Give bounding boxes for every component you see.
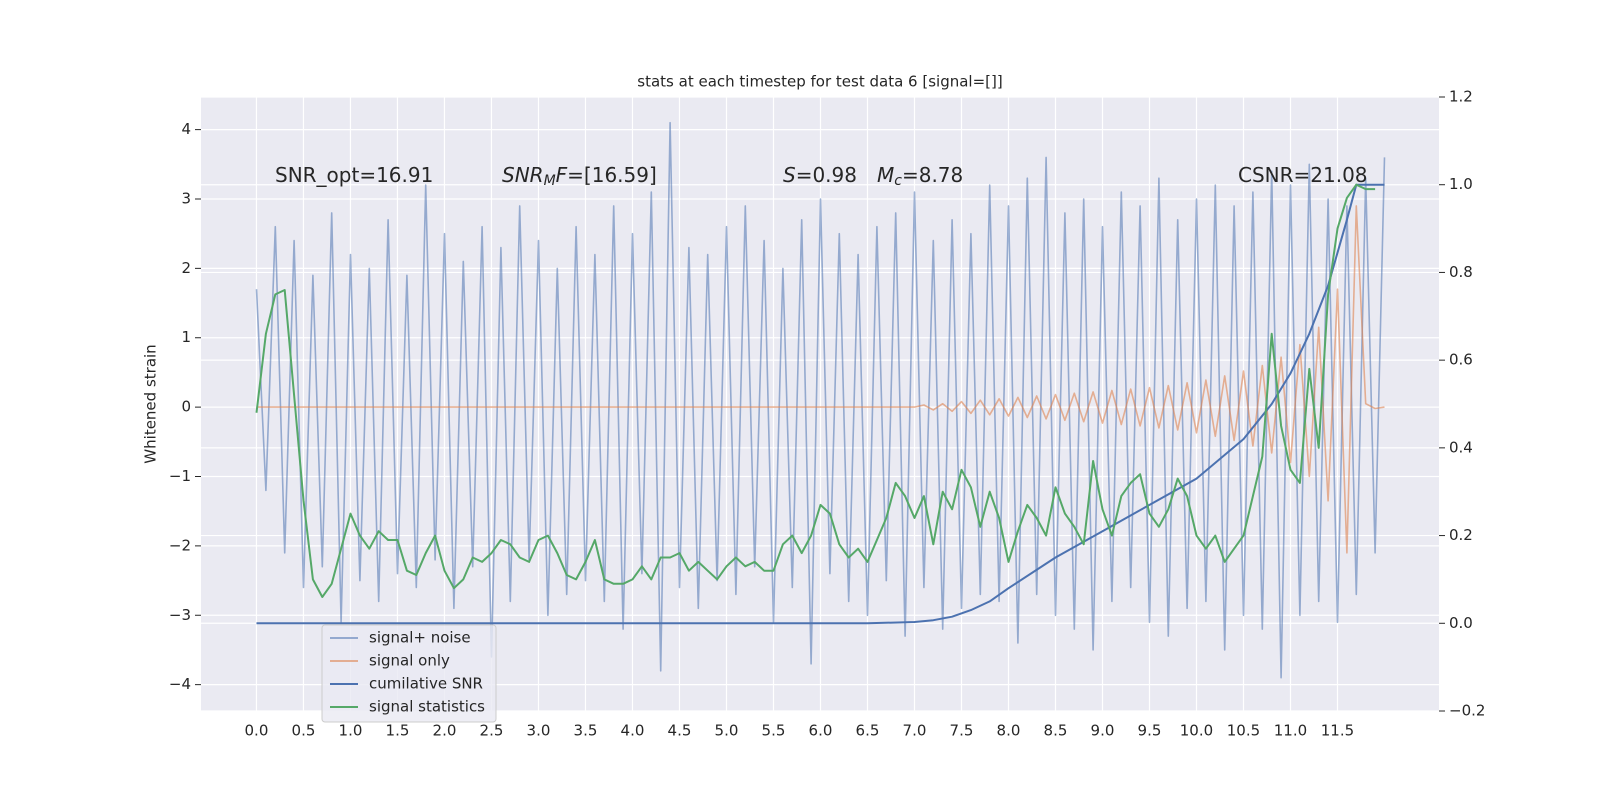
x-tick-label: 6.5 <box>856 722 880 740</box>
x-tick-label: 10.0 <box>1180 722 1213 740</box>
x-tick-label: 2.0 <box>433 722 457 740</box>
y2-tick-label: 0.4 <box>1449 438 1473 456</box>
y-tick-label: 1 <box>181 328 191 346</box>
annotation-part: =8.78 <box>902 163 963 187</box>
annotation-part: =0.98 <box>796 163 857 187</box>
y2-tick-label: 0.0 <box>1449 614 1473 632</box>
x-tick-label: 0.5 <box>292 722 316 740</box>
annotation: SNRMF=[16.59] <box>502 163 657 190</box>
annotation: S=0.98 <box>783 163 857 187</box>
x-tick-label: 3.5 <box>574 722 598 740</box>
x-tick-label: 11.0 <box>1274 722 1307 740</box>
x-tick-label: 3.0 <box>527 722 551 740</box>
y2-tick-label: 0.6 <box>1449 351 1473 369</box>
annotation-part: SNR <box>502 163 544 187</box>
x-tick-label: 7.5 <box>950 722 974 740</box>
chart-title: stats at each timestep for test data 6 [… <box>637 73 1002 91</box>
annotation: Mc=8.78 <box>877 163 963 190</box>
y-tick-label: 4 <box>181 120 191 138</box>
x-tick-label: 5.5 <box>762 722 786 740</box>
y2-tick-label: 0.8 <box>1449 263 1473 281</box>
x-tick-label: 4.0 <box>621 722 645 740</box>
y2-tick-label: 1.0 <box>1449 175 1473 193</box>
x-tick-label: 0.0 <box>245 722 269 740</box>
legend-label: signal+ noise <box>369 629 471 647</box>
series-line <box>256 205 1385 554</box>
annotation: CSNR=21.08 <box>1238 163 1368 187</box>
annotations: SNR_opt=16.91 SNRMF=[16.59] S=0.98 Mc=8.78 C… <box>275 163 1368 190</box>
annotation-part: M <box>544 173 556 189</box>
y-axis-label: Whitened strain <box>142 344 160 463</box>
marks <box>255 121 1386 679</box>
x-tick-label: 8.0 <box>997 722 1021 740</box>
x-tick-label: 9.5 <box>1138 722 1162 740</box>
grid: 0.0 0.5 1.0 1.5 2.0 2.5 3.0 3.5 4.0 4.5 5.0 5.5 6.0 6… <box>169 88 1486 740</box>
series-line <box>256 183 1385 625</box>
x-tick-label: 4.5 <box>668 722 692 740</box>
annotation-part: M <box>877 163 894 187</box>
annotation-part: =[16.59] <box>567 163 657 187</box>
annotation-part: F <box>556 163 568 187</box>
annotation-part: S <box>783 163 796 187</box>
x-tick-label: 11.5 <box>1321 722 1354 740</box>
x-tick-label: 2.5 <box>480 722 504 740</box>
annotation-part: c <box>894 173 902 189</box>
y-tick-label: −3 <box>169 606 191 624</box>
y-tick-label: 3 <box>181 189 191 207</box>
x-tick-label: 1.0 <box>339 722 363 740</box>
x-tick-label: 9.0 <box>1091 722 1115 740</box>
y2-tick-label: 0.2 <box>1449 526 1473 544</box>
y2-tick-label: −0.2 <box>1449 702 1485 720</box>
y-tick-label: −2 <box>169 536 191 554</box>
x-tick-label: 7.0 <box>903 722 927 740</box>
annotation: SNR_opt=16.91 <box>275 163 433 187</box>
x-tick-label: 1.5 <box>386 722 410 740</box>
legend-label: signal statistics <box>369 698 485 716</box>
x-tick-label: 5.0 <box>715 722 739 740</box>
x-tick-label: 6.0 <box>809 722 833 740</box>
annotation-part: CSNR=21.08 <box>1238 163 1368 187</box>
x-tick-label: 10.5 <box>1227 722 1260 740</box>
legend: signal+ noise signal only cumilative SNR si… <box>321 624 497 723</box>
series-line <box>255 183 1376 598</box>
y-tick-label: −4 <box>169 675 191 693</box>
legend-label: cumilative SNR <box>369 675 483 693</box>
y-tick-label: 0 <box>181 398 191 416</box>
y-tick-label: 2 <box>181 259 191 277</box>
legend-label: signal only <box>369 652 450 670</box>
x-tick-label: 8.5 <box>1044 722 1068 740</box>
annotation-part: SNR_opt=16.91 <box>275 163 433 187</box>
legend-box <box>321 624 497 723</box>
series-line <box>255 121 1386 679</box>
y-tick-label: −1 <box>169 467 191 485</box>
y2-tick-label: 1.2 <box>1449 88 1473 106</box>
